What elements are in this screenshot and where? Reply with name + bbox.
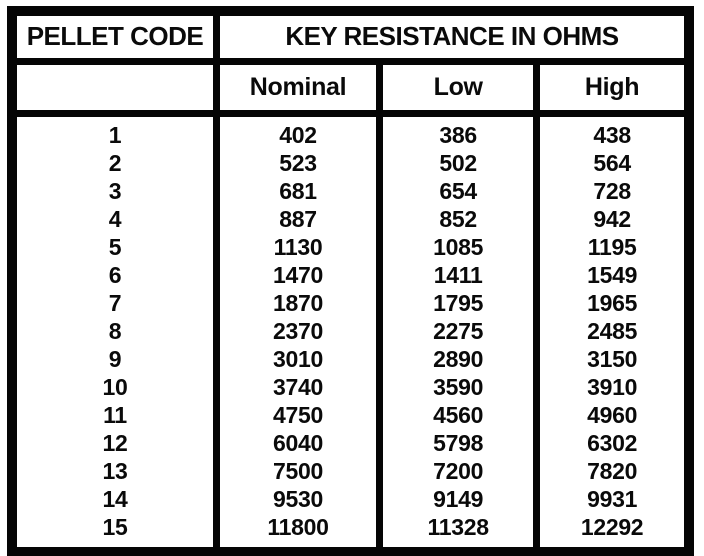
high-cell: 564 xyxy=(533,148,693,177)
low-cell: 7200 xyxy=(376,456,541,485)
table-row: 6 1470 1411 1549 xyxy=(8,260,693,289)
pellet-code-cell: 7 xyxy=(8,288,220,317)
low-cell: 654 xyxy=(376,176,541,205)
table-row: 3 681 654 728 xyxy=(8,176,693,205)
low-cell: 2275 xyxy=(376,316,541,345)
low-column-header: Low xyxy=(376,57,541,117)
nominal-cell: 2370 xyxy=(212,316,384,345)
table-row: 8 2370 2275 2485 xyxy=(8,316,693,345)
nominal-cell: 3740 xyxy=(212,372,384,401)
low-cell: 9149 xyxy=(376,484,541,513)
table-row: 9 3010 2890 3150 xyxy=(8,344,693,373)
pellet-code-cell: 5 xyxy=(8,232,220,261)
pellet-code-cell: 9 xyxy=(8,344,220,373)
pellet-code-cell: 8 xyxy=(8,316,220,345)
nominal-cell: 523 xyxy=(212,148,384,177)
nominal-cell: 3010 xyxy=(212,344,384,373)
nominal-cell: 887 xyxy=(212,204,384,233)
table-row: 5 1130 1085 1195 xyxy=(8,232,693,261)
table-row: 15 11800 11328 12292 xyxy=(8,512,693,552)
nominal-cell: 4750 xyxy=(212,400,384,429)
table-row: 1 402 386 438 xyxy=(8,113,693,149)
high-cell: 6302 xyxy=(533,428,693,457)
table-row: 7 1870 1795 1965 xyxy=(8,288,693,317)
high-cell: 1965 xyxy=(533,288,693,317)
empty-header-cell xyxy=(8,57,220,117)
high-cell: 438 xyxy=(533,113,693,149)
nominal-cell: 11800 xyxy=(212,512,384,552)
low-cell: 386 xyxy=(376,113,541,149)
pellet-resistance-table: PELLET CODE KEY RESISTANCE IN OHMS Nomin… xyxy=(7,6,694,556)
key-resistance-header: KEY RESISTANCE IN OHMS xyxy=(212,7,693,65)
table-row: 2 523 502 564 xyxy=(8,148,693,177)
nominal-cell: 402 xyxy=(212,113,384,149)
nominal-cell: 681 xyxy=(212,176,384,205)
pellet-code-cell: 6 xyxy=(8,260,220,289)
header-row-main: PELLET CODE KEY RESISTANCE IN OHMS xyxy=(8,7,693,65)
high-cell: 1549 xyxy=(533,260,693,289)
table-row: 12 6040 5798 6302 xyxy=(8,428,693,457)
high-cell: 942 xyxy=(533,204,693,233)
pellet-code-cell: 11 xyxy=(8,400,220,429)
pellet-code-cell: 4 xyxy=(8,204,220,233)
low-cell: 1411 xyxy=(376,260,541,289)
table-row: 13 7500 7200 7820 xyxy=(8,456,693,485)
high-cell: 9931 xyxy=(533,484,693,513)
table-row: 10 3740 3590 3910 xyxy=(8,372,693,401)
table-row: 14 9530 9149 9931 xyxy=(8,484,693,513)
pellet-code-cell: 1 xyxy=(8,113,220,149)
low-cell: 1795 xyxy=(376,288,541,317)
pellet-code-cell: 12 xyxy=(8,428,220,457)
pellet-code-header: PELLET CODE xyxy=(8,7,220,65)
high-cell: 3150 xyxy=(533,344,693,373)
low-cell: 3590 xyxy=(376,372,541,401)
high-column-header: High xyxy=(533,57,693,117)
low-cell: 502 xyxy=(376,148,541,177)
header-row-sub: Nominal Low High xyxy=(8,57,693,117)
pellet-code-cell: 2 xyxy=(8,148,220,177)
high-cell: 1195 xyxy=(533,232,693,261)
pellet-code-cell: 10 xyxy=(8,372,220,401)
pellet-code-cell: 13 xyxy=(8,456,220,485)
low-cell: 2890 xyxy=(376,344,541,373)
low-cell: 5798 xyxy=(376,428,541,457)
table-row: 4 887 852 942 xyxy=(8,204,693,233)
nominal-cell: 6040 xyxy=(212,428,384,457)
nominal-cell: 1130 xyxy=(212,232,384,261)
nominal-cell: 1870 xyxy=(212,288,384,317)
high-cell: 3910 xyxy=(533,372,693,401)
pellet-code-cell: 3 xyxy=(8,176,220,205)
pellet-code-cell: 15 xyxy=(8,512,220,552)
high-cell: 12292 xyxy=(533,512,693,552)
low-cell: 1085 xyxy=(376,232,541,261)
nominal-cell: 9530 xyxy=(212,484,384,513)
low-cell: 4560 xyxy=(376,400,541,429)
table-row: 11 4750 4560 4960 xyxy=(8,400,693,429)
table-body: 1 402 386 438 2 523 502 564 3 681 654 72… xyxy=(8,113,693,552)
low-cell: 11328 xyxy=(376,512,541,552)
high-cell: 2485 xyxy=(533,316,693,345)
high-cell: 7820 xyxy=(533,456,693,485)
nominal-cell: 1470 xyxy=(212,260,384,289)
low-cell: 852 xyxy=(376,204,541,233)
nominal-cell: 7500 xyxy=(212,456,384,485)
high-cell: 728 xyxy=(533,176,693,205)
high-cell: 4960 xyxy=(533,400,693,429)
nominal-column-header: Nominal xyxy=(212,57,384,117)
pellet-code-cell: 14 xyxy=(8,484,220,513)
